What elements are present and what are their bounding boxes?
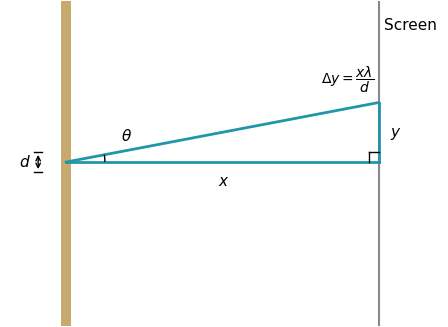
Text: d: d — [19, 155, 29, 169]
Text: θ: θ — [121, 129, 131, 144]
Text: y: y — [390, 125, 399, 140]
Text: $\Delta y = \dfrac{x\lambda}{d}$: $\Delta y = \dfrac{x\lambda}{d}$ — [321, 64, 374, 95]
Text: x: x — [218, 174, 227, 189]
Text: Screen: Screen — [383, 18, 436, 33]
Bar — [61, 152, 71, 326]
Bar — [61, 1, 71, 172]
